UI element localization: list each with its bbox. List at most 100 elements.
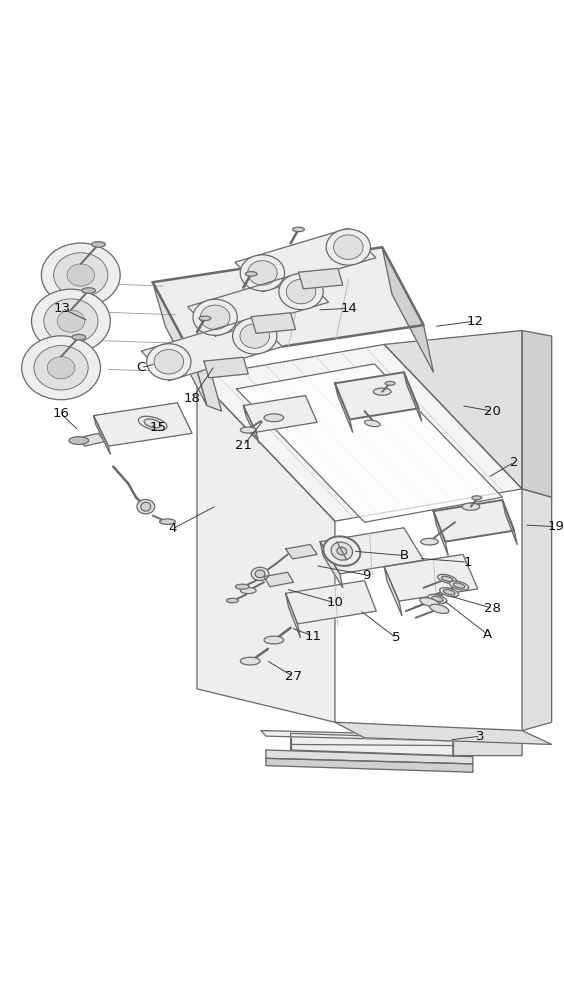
Text: 1: 1 [464,556,472,569]
Ellipse shape [154,350,184,374]
Polygon shape [503,500,517,544]
Polygon shape [433,500,514,542]
Polygon shape [522,331,552,497]
Ellipse shape [240,324,270,348]
Text: 28: 28 [484,602,501,615]
Ellipse shape [41,243,120,307]
Ellipse shape [453,583,465,588]
Text: 3: 3 [477,730,485,743]
Text: 12: 12 [466,315,483,328]
Ellipse shape [331,542,352,560]
Polygon shape [335,372,418,419]
Ellipse shape [373,388,391,395]
Polygon shape [243,396,317,432]
Polygon shape [335,722,552,744]
Polygon shape [243,406,259,443]
Ellipse shape [333,235,363,259]
Ellipse shape [264,414,284,422]
Text: 10: 10 [327,596,343,609]
Ellipse shape [255,570,265,578]
Ellipse shape [364,420,380,427]
Ellipse shape [240,657,260,665]
Ellipse shape [428,594,447,603]
Ellipse shape [137,499,155,514]
Ellipse shape [160,519,175,524]
Ellipse shape [431,596,443,602]
Polygon shape [298,268,343,289]
Text: 13: 13 [54,302,70,315]
Ellipse shape [57,310,85,332]
Ellipse shape [439,588,459,597]
Ellipse shape [385,381,395,385]
Ellipse shape [193,299,237,335]
Polygon shape [433,511,448,556]
Ellipse shape [91,242,105,247]
Ellipse shape [245,272,257,276]
Text: 4: 4 [168,522,177,535]
Text: B: B [399,549,408,562]
Polygon shape [285,544,317,559]
Polygon shape [204,357,248,378]
Text: 19: 19 [547,520,564,533]
Ellipse shape [240,427,256,433]
Ellipse shape [293,227,305,232]
Text: 11: 11 [305,630,321,643]
Text: 2: 2 [510,456,518,469]
Ellipse shape [240,588,256,594]
Ellipse shape [72,334,86,340]
Ellipse shape [279,274,323,310]
Ellipse shape [248,261,277,285]
Polygon shape [335,383,352,432]
Ellipse shape [227,598,239,603]
Text: 20: 20 [484,405,501,418]
Text: 9: 9 [362,569,371,582]
Polygon shape [285,581,376,624]
Polygon shape [261,731,483,742]
Ellipse shape [240,255,285,291]
Ellipse shape [67,264,95,286]
Ellipse shape [144,419,161,428]
Ellipse shape [430,604,449,613]
Polygon shape [197,344,522,521]
Ellipse shape [44,299,98,343]
Polygon shape [153,282,207,406]
Ellipse shape [337,547,347,555]
Polygon shape [290,733,453,756]
Ellipse shape [34,346,88,390]
Polygon shape [453,733,522,756]
Text: 27: 27 [285,670,302,683]
Ellipse shape [251,567,269,581]
Polygon shape [251,313,296,333]
Polygon shape [153,247,424,360]
Polygon shape [384,331,522,489]
Ellipse shape [264,636,284,644]
Ellipse shape [47,357,75,379]
Polygon shape [384,567,402,616]
Ellipse shape [421,538,438,545]
Polygon shape [235,228,376,292]
Ellipse shape [141,502,151,511]
Ellipse shape [438,574,457,583]
Polygon shape [382,247,433,372]
Polygon shape [384,554,478,601]
Ellipse shape [420,598,439,607]
Ellipse shape [287,279,316,304]
Polygon shape [264,572,293,587]
Polygon shape [522,489,552,731]
Ellipse shape [442,576,453,582]
Polygon shape [285,593,301,638]
Text: 18: 18 [184,392,201,405]
Text: 15: 15 [149,421,166,434]
Polygon shape [404,372,422,421]
Polygon shape [142,317,282,381]
Polygon shape [188,273,328,336]
Text: C: C [136,361,146,374]
Polygon shape [79,433,104,446]
Polygon shape [94,416,111,454]
Polygon shape [266,750,473,764]
Polygon shape [320,542,343,588]
Text: A: A [483,628,492,641]
Polygon shape [320,528,424,574]
Ellipse shape [232,318,277,354]
Ellipse shape [82,288,95,293]
